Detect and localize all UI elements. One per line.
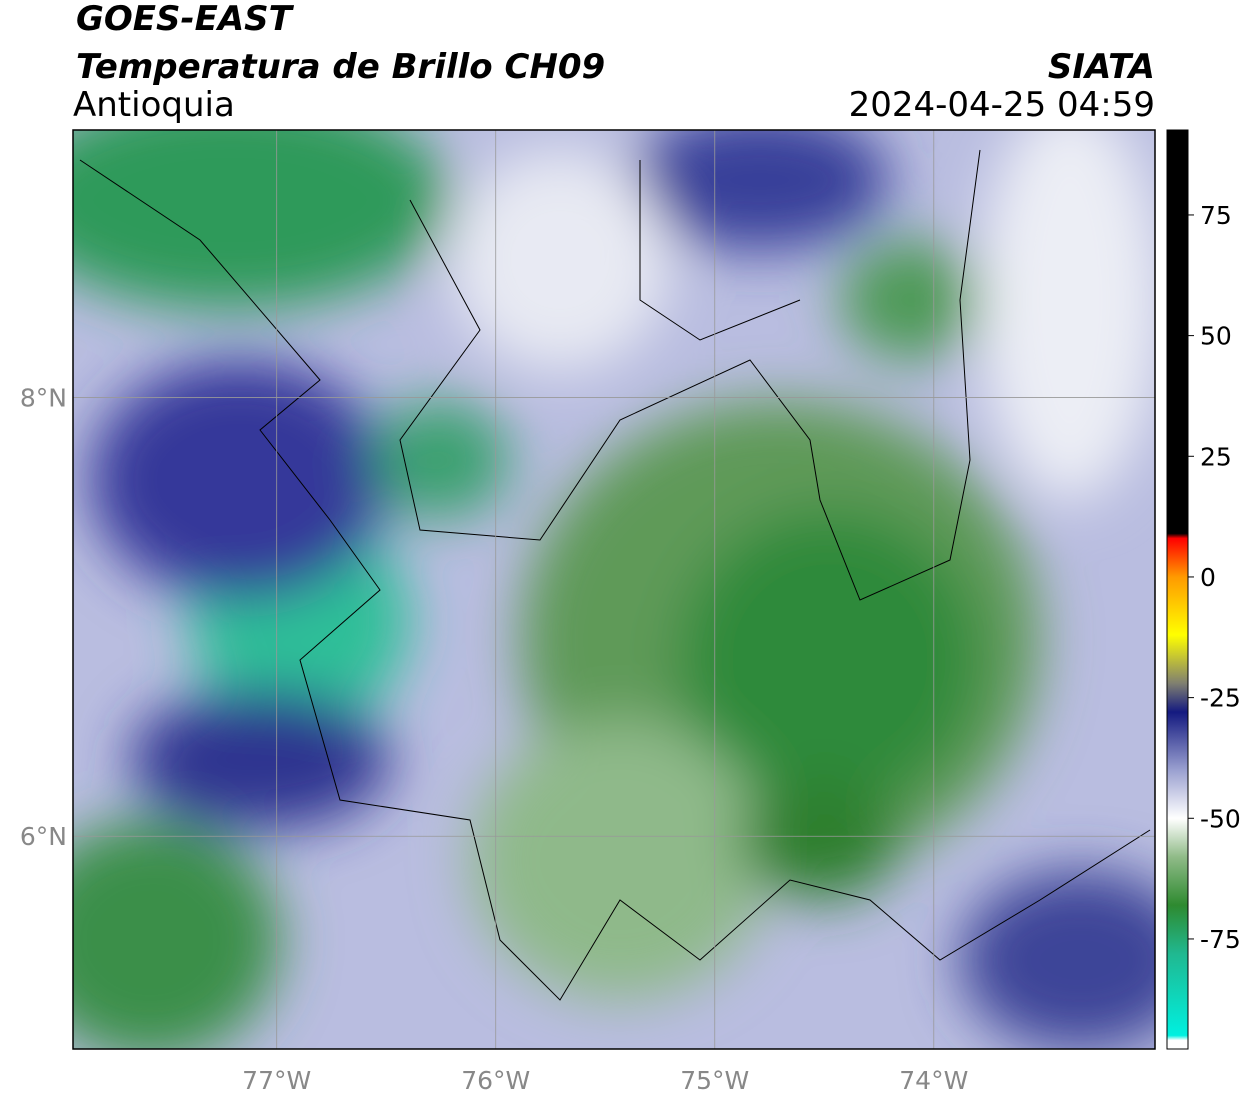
- region: Antioquia: [73, 85, 235, 125]
- boundaries: [79, 149, 1151, 1001]
- lon-tick-label: 77°W: [242, 1066, 311, 1095]
- colorbar-tick-label: -75: [1200, 925, 1241, 954]
- graticule: [73, 130, 1155, 1049]
- subtitle: Temperatura de Brillo CH09: [76, 47, 605, 87]
- lat-tick-label: 8°N: [20, 384, 67, 413]
- colorbar: [1166, 129, 1189, 1050]
- agency: SIATA: [1048, 47, 1155, 87]
- map-frame: [72, 129, 1156, 1050]
- colorbar-tick-label: 50: [1200, 322, 1232, 351]
- colorbar-tick-label: -25: [1200, 684, 1241, 713]
- colorbar-tick-label: 25: [1200, 442, 1232, 471]
- lon-tick-label: 75°W: [680, 1066, 749, 1095]
- colorbar-tick-label: 75: [1200, 201, 1232, 230]
- lat-tick-label: 6°N: [20, 822, 67, 851]
- lon-tick-label: 74°W: [899, 1066, 968, 1095]
- timestamp: 2024-04-25 04:59: [849, 85, 1155, 125]
- title: GOES-EAST: [76, 0, 295, 39]
- lon-tick-label: 76°W: [461, 1066, 530, 1095]
- colorbar-tick-label: -50: [1200, 804, 1241, 833]
- satellite-image: [73, 130, 1155, 1049]
- colorbar-tick-label: 0: [1200, 563, 1216, 592]
